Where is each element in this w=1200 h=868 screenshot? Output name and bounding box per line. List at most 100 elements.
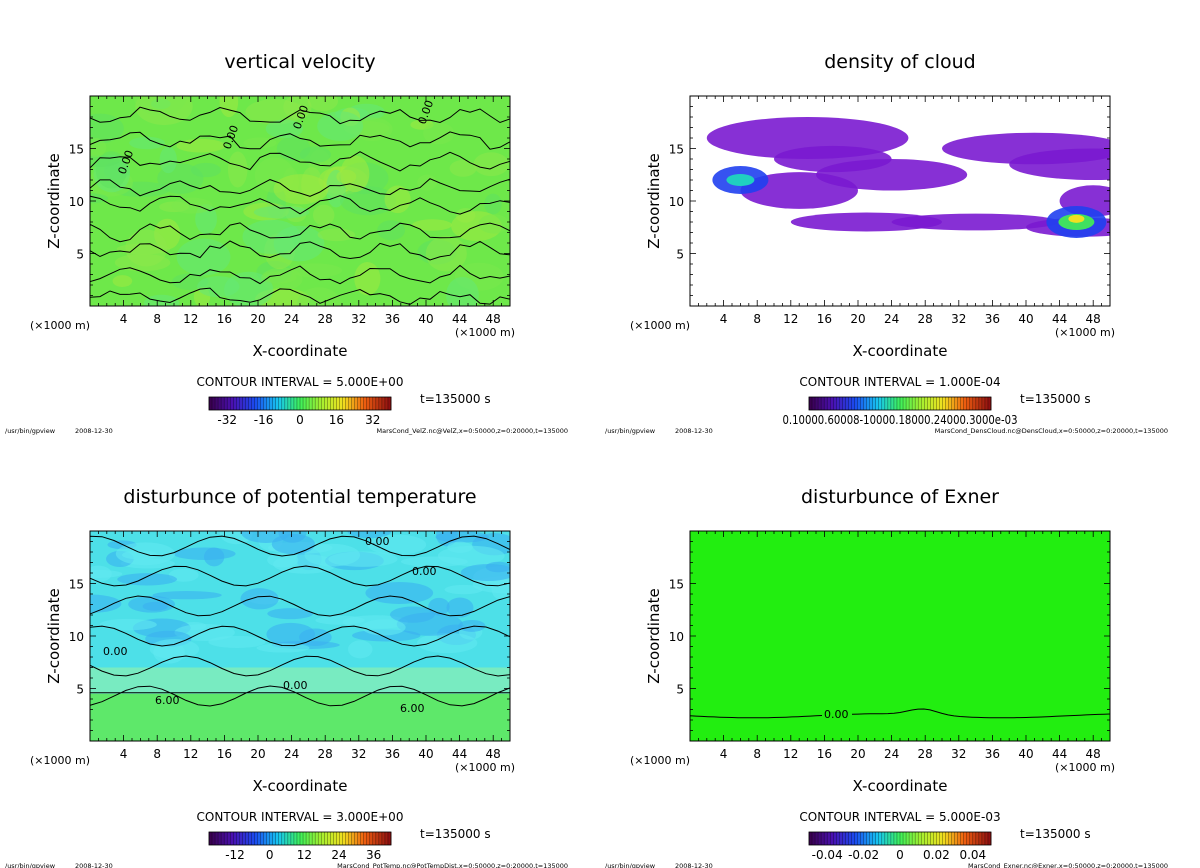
- x-tick-label: 24: [284, 747, 299, 761]
- colorbar-cell: [212, 832, 216, 845]
- x-tick-label: 24: [284, 312, 299, 326]
- colorbar-cell: [845, 397, 849, 410]
- x-axis-label: X-coordinate: [253, 342, 348, 360]
- x-tick-label: 32: [951, 747, 966, 761]
- z-unit-label: (×1000 m): [30, 754, 90, 767]
- program-path: /usr/bin/gpview: [605, 862, 656, 868]
- colorbar-cell: [315, 397, 319, 410]
- colorbar-cell: [845, 832, 849, 845]
- colorbar-cell: [266, 397, 270, 410]
- colorbar-frame: [808, 831, 992, 846]
- colorbar: -0.04 -0.02 0 0.02 0.04: [808, 831, 992, 862]
- x-tick-label: 36: [385, 312, 400, 326]
- colorbar-cell: [290, 832, 295, 845]
- colorbar-cell: [954, 397, 958, 410]
- colorbar-cell: [287, 832, 292, 845]
- colorbar-cell: [878, 397, 883, 410]
- field-vertical-velocity: 0.000.000.00 0.00: [90, 96, 510, 306]
- contour-label: 0.00: [283, 679, 308, 692]
- field-patch: [340, 155, 370, 193]
- field-patch: [176, 138, 226, 153]
- colorbar-cell: [245, 832, 249, 845]
- colorbar-cell: [851, 832, 855, 845]
- x-tick-label: 20: [250, 747, 265, 761]
- colorbar-cell: [318, 397, 322, 410]
- colorbar-cell: [272, 832, 277, 845]
- colorbar-cell: [824, 832, 828, 845]
- colorbar-cell: [848, 397, 852, 410]
- colorbar-cell: [333, 397, 337, 410]
- colorbar-cell: [942, 832, 946, 845]
- x-tick-label: 8: [153, 747, 161, 761]
- colorbar-cell: [839, 397, 843, 410]
- z-axis-label: Z-coordinate: [645, 588, 663, 683]
- colorbar-cell: [339, 832, 343, 845]
- colorbar-cell: [384, 832, 389, 845]
- field-patch: [299, 146, 332, 163]
- file-label: MarsCond_PotTemp.nc@PotTempDist,x=0:5000…: [337, 862, 568, 868]
- x-tick-label: 8: [753, 747, 761, 761]
- x-tick-label: 44: [1052, 747, 1067, 761]
- colorbar-cell: [300, 397, 304, 410]
- colorbar-cell: [960, 832, 964, 845]
- colorbar-cell: [239, 397, 243, 410]
- colorbar-cell: [372, 832, 377, 845]
- colorbar-cell: [318, 832, 322, 845]
- colorbar-cell: [830, 832, 834, 845]
- panel-title: disturbunce of potential temperature: [123, 486, 476, 508]
- colorbar-cell: [348, 832, 352, 845]
- field-patch: [171, 197, 213, 214]
- colorbar-cell: [984, 397, 989, 410]
- contour-label: 0.00: [365, 535, 390, 548]
- date-label: 2008-12-30: [75, 862, 113, 868]
- x-tick-label: 40: [1018, 312, 1033, 326]
- field-patch: [224, 271, 274, 306]
- x-unit-label: (×1000 m): [1055, 326, 1115, 339]
- colorbar-cell: [903, 397, 907, 410]
- colorbar-cell: [275, 832, 280, 845]
- colorbar-cell: [887, 397, 892, 410]
- field-patch: [90, 594, 122, 613]
- colorbar-cell: [860, 832, 864, 845]
- colorbar-cell: [260, 832, 264, 845]
- colorbar-cell: [987, 832, 992, 845]
- colorbar-cell: [321, 397, 325, 410]
- x-tick-label: 4: [720, 312, 728, 326]
- contour-label: 0.00: [824, 708, 849, 721]
- colorbar-cell: [948, 397, 952, 410]
- colorbar-cell: [242, 397, 246, 410]
- field-patch: [261, 271, 297, 284]
- cloud-band: [816, 159, 968, 191]
- colorbar-cell: [836, 397, 840, 410]
- colorbar-cell: [293, 397, 298, 410]
- colorbar-cell: [233, 832, 237, 845]
- field-patch: [267, 608, 314, 620]
- colorbar-cell: [978, 832, 983, 845]
- colorbar-label: 0: [266, 848, 274, 862]
- colorbar-cell: [827, 397, 831, 410]
- colorbar-cell: [366, 397, 371, 410]
- colorbar-cell: [330, 832, 334, 845]
- colorbar-cell: [933, 397, 937, 410]
- x-tick-label: 4: [120, 747, 128, 761]
- colorbar-cell: [284, 832, 289, 845]
- contour-interval: CONTOUR INTERVAL = 3.000E+00: [197, 810, 404, 824]
- colorbar-cell: [366, 832, 371, 845]
- colorbar-cell: [909, 397, 913, 410]
- colorbar-cell: [942, 397, 946, 410]
- x-tick-label: 28: [318, 747, 333, 761]
- colorbar-cell: [236, 832, 240, 845]
- y-axis: 5 10 15: [69, 95, 510, 307]
- colorbar-cell: [875, 832, 880, 845]
- contour-lines: [690, 708, 1110, 719]
- colorbar-cell: [224, 397, 228, 410]
- field-patch: [99, 618, 157, 631]
- colorbar-cell: [257, 832, 261, 845]
- program-path: /usr/bin/gpview: [5, 862, 56, 868]
- x-unit-label: (×1000 m): [455, 326, 515, 339]
- colorbar-cell: [327, 832, 331, 845]
- colorbar-cell: [360, 397, 364, 410]
